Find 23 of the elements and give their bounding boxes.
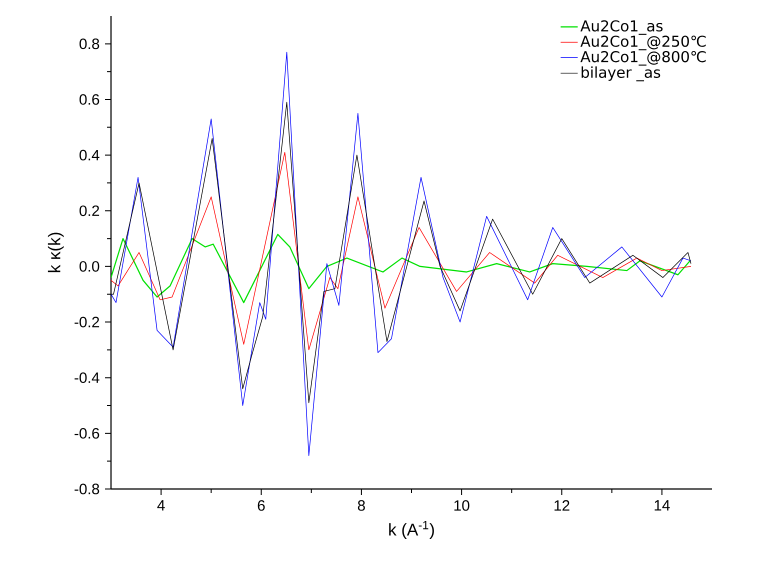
- x-axis-title: k (A$^{-1}$): [389, 521, 434, 539]
- y-tick-label: -0.4: [74, 372, 100, 383]
- x-tick-label: 4: [157, 500, 165, 511]
- line-series: [111, 152, 692, 350]
- y-tick-label: -0.2: [74, 316, 100, 328]
- y-tick-label: 0.8: [80, 38, 100, 50]
- legend-label: Au2Co1_@250℃: [580, 36, 706, 50]
- x-tick-label: 14: [654, 500, 670, 511]
- y-tick-label: 0.0: [80, 261, 100, 272]
- y-tick-label: 0.6: [80, 94, 100, 105]
- x-tick-label: 8: [358, 500, 365, 511]
- y-tick-label: 0.4: [80, 150, 100, 160]
- legend-label: Au2Co1_as: [580, 20, 663, 35]
- y-axis-title: k κ(k): [48, 232, 64, 272]
- y-tick-label: -0.8: [74, 484, 100, 494]
- line-series: [111, 234, 691, 304]
- y-tick-label: 0.2: [80, 205, 100, 216]
- legend-label: Au2Co1_@800℃: [580, 50, 706, 66]
- x-tick-label: 6: [258, 500, 265, 511]
- legend-label: bilayer _as: [582, 66, 660, 82]
- x-tick-label: 12: [554, 500, 570, 511]
- x-tick-label: 10: [454, 500, 470, 511]
- y-tick-label: -0.6: [74, 428, 100, 439]
